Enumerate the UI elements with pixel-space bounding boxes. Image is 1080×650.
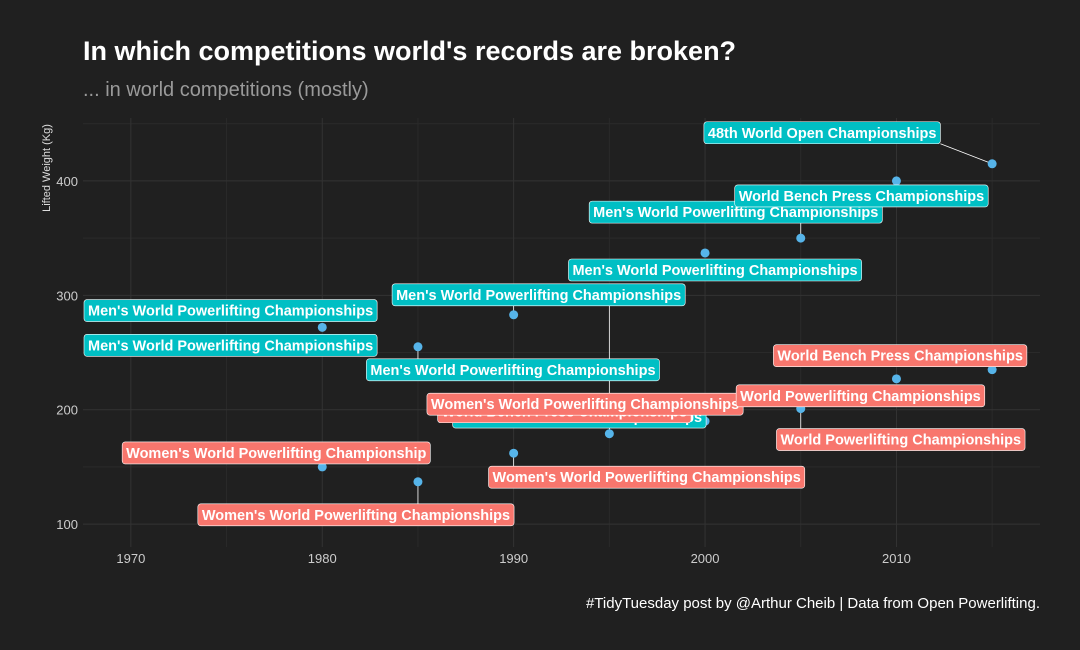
label-layer: Men's World Powerlifting Championships Me…	[83, 121, 1028, 527]
y-axis-title: Lifted Weight (Kg)	[41, 124, 53, 212]
data-point	[317, 462, 327, 472]
data-point	[891, 374, 901, 384]
point-label-text: World Bench Press Championships	[739, 189, 984, 205]
chart-title: In which competitions world's records ar…	[83, 36, 736, 66]
data-point	[987, 159, 997, 169]
x-tick-label: 1990	[499, 551, 528, 566]
data-point	[317, 322, 327, 332]
data-point	[604, 429, 614, 439]
y-tick-label: 300	[56, 288, 78, 303]
point-label-box	[703, 121, 941, 145]
point-label-text: Men's World Powerlifting Championships	[396, 288, 681, 304]
point-label-box	[734, 184, 989, 208]
point-label-text: World Powerlifting Championships	[780, 433, 1021, 449]
data-point	[891, 176, 901, 186]
point-label-text: Men's World Powerlifting Championships	[88, 338, 373, 354]
point-label-box	[776, 428, 1026, 451]
point-label-text: 48th World Open Championships	[708, 126, 937, 142]
axis-layer: 1970 1980 1990 2000 2010 100 200 300 400	[56, 174, 911, 566]
data-point	[987, 365, 997, 375]
y-tick-label: 200	[56, 403, 78, 418]
point-label-text: World Bench Press Championships	[777, 349, 1022, 365]
point-label-box	[197, 503, 515, 527]
data-point	[413, 342, 423, 352]
chart-subtitle: ... in world competitions (mostly)	[83, 79, 369, 101]
point-label-text: Women's World Powerlifting Championship	[126, 446, 426, 462]
point-label-text: Women's World Powerlifting Championships	[202, 508, 510, 524]
data-point	[509, 310, 519, 320]
point-label-box	[488, 465, 806, 489]
point-label-text: Women's World Powerlifting Championships	[493, 470, 801, 486]
point-label-text: Men's World Powerlifting Championships	[593, 205, 878, 221]
point-label-box	[83, 299, 378, 322]
point-label-box	[568, 258, 862, 282]
y-tick-label: 400	[56, 174, 78, 189]
data-point	[509, 448, 519, 458]
point-label-text: World Powerlifting Championships	[740, 389, 981, 405]
point-label-box	[121, 441, 431, 465]
point-label-text: Women's World Powerlifting Championships	[431, 397, 739, 413]
data-point	[796, 233, 806, 243]
point-label-text: Men's World Powerlifting Championships	[370, 363, 655, 379]
chart-caption: #TidyTuesday post by @Arthur Cheib | Dat…	[586, 595, 1040, 612]
point-label-box	[83, 334, 378, 357]
label-connector	[940, 143, 993, 165]
data-point	[413, 477, 423, 487]
point-label-box	[773, 344, 1028, 367]
x-tick-label: 1980	[308, 551, 337, 566]
y-tick-label: 100	[56, 517, 78, 532]
point-label-box	[366, 358, 660, 382]
x-tick-label: 2010	[882, 551, 911, 566]
point-label-box	[735, 384, 986, 408]
x-tick-label: 1970	[116, 551, 145, 566]
point-label-text: Men's World Powerlifting Championships	[572, 263, 857, 279]
x-tick-label: 2000	[691, 551, 720, 566]
point-label-box	[391, 283, 686, 307]
data-point	[700, 248, 710, 258]
point-label-text: Men's World Powerlifting Championships	[88, 304, 373, 320]
